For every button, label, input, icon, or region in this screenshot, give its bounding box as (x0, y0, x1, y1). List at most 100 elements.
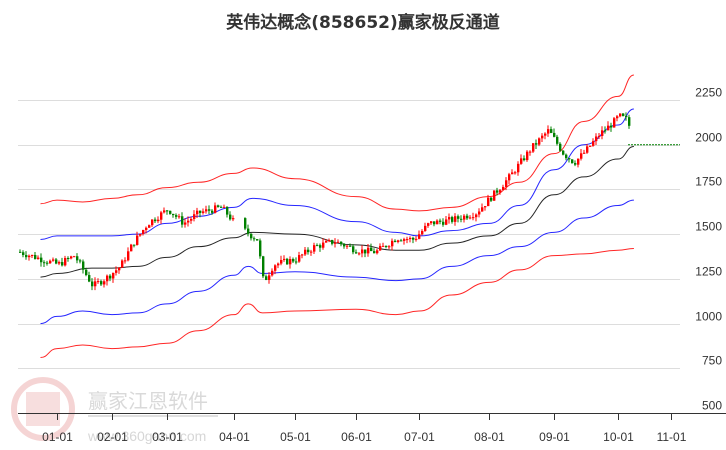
grid-lines (18, 100, 680, 369)
candle-body (598, 135, 601, 137)
candle-body (247, 228, 250, 234)
candle-body (532, 143, 535, 152)
candle-body (94, 281, 97, 287)
candlesticks (19, 112, 631, 291)
candle-body (508, 174, 511, 181)
candle-body (88, 275, 91, 282)
candle-body (73, 256, 76, 258)
candle-body (34, 254, 37, 259)
candle-body (604, 130, 607, 132)
candle-body (136, 235, 139, 245)
candle-body (484, 206, 487, 208)
candle-body (100, 281, 103, 285)
candle-body (364, 249, 367, 254)
chart-title: 英伟达概念(858652)赢家极反通道 (226, 13, 500, 33)
candle-body (286, 258, 289, 265)
candle-body (517, 163, 520, 173)
candle-body (283, 258, 286, 261)
candle-body (58, 262, 61, 264)
candle-body (160, 212, 163, 220)
candle-body (22, 252, 25, 255)
candle-body (67, 258, 70, 260)
candle-body (418, 234, 421, 239)
candle-body (202, 211, 205, 213)
y-tick-label: 500 (702, 399, 722, 413)
candle-body (478, 211, 481, 215)
y-tick-label: 1750 (695, 175, 722, 189)
watermark-url: www.360gann.com (87, 428, 206, 444)
candle-body (292, 259, 295, 262)
candle-body (214, 205, 217, 213)
candle-body (199, 210, 202, 213)
candle-body (259, 240, 262, 257)
candle-body (145, 227, 148, 230)
candle-body (187, 220, 190, 223)
candle-body (55, 259, 58, 264)
candle-body (415, 238, 418, 240)
candle-body (31, 254, 34, 256)
lower-outer-band (40, 247, 634, 359)
candle-body (217, 205, 220, 207)
candle-body (91, 281, 94, 287)
candle-body (253, 238, 256, 240)
candle-body (271, 270, 274, 276)
candle-body (133, 244, 136, 246)
candle-body (313, 245, 316, 252)
candle-body (121, 260, 124, 268)
candle-body (340, 241, 343, 245)
candle-body (529, 151, 532, 153)
candle-body (388, 246, 391, 248)
candle-body (583, 152, 586, 154)
candle-body (151, 219, 154, 226)
candle-body (523, 158, 526, 161)
candle-body (571, 159, 574, 164)
candle-body (211, 210, 214, 213)
candle-body (307, 249, 310, 253)
candle-body (172, 213, 175, 216)
candle-body (460, 218, 463, 220)
candle-body (49, 260, 52, 264)
candle-body (232, 218, 235, 220)
upper-outer-band (40, 74, 635, 212)
candle-body (319, 245, 322, 248)
candle-body (559, 143, 562, 151)
candle-body (541, 135, 544, 139)
candle-body (148, 225, 151, 228)
candle-body (154, 219, 157, 222)
candle-body (595, 136, 598, 142)
y-tick-label: 2000 (695, 131, 722, 145)
candle-body (280, 260, 283, 264)
watermark-seal-icon (11, 377, 75, 441)
candle-body (85, 269, 88, 276)
candle-body (61, 262, 64, 266)
candle-body (124, 260, 127, 262)
candle-body (118, 267, 121, 271)
candle-body (568, 158, 571, 160)
candle-body (577, 158, 580, 165)
candle-body (361, 249, 364, 254)
candle-body (265, 276, 268, 280)
candle-body (310, 251, 313, 253)
candle-body (451, 217, 454, 222)
candle-body (70, 256, 73, 259)
candle-body (391, 240, 394, 247)
candle-body (379, 246, 382, 251)
candle-body (592, 141, 595, 146)
candle-body (79, 260, 82, 262)
y-tick-label: 2250 (695, 86, 722, 100)
candle-body (220, 206, 223, 208)
candle-body (157, 219, 160, 222)
x-tick-label: 10-01 (603, 430, 634, 444)
candle-body (505, 180, 508, 187)
candle-body (382, 245, 385, 247)
y-axis: 500 750 1000 1250 1500 1750 2000 2250 (695, 86, 722, 413)
candle-body (538, 138, 541, 145)
candle-body (562, 150, 565, 155)
candle-body (466, 215, 469, 219)
candle-body (301, 254, 304, 256)
candle-body (370, 247, 373, 252)
candle-body (427, 223, 430, 226)
candle-body (169, 210, 172, 214)
candle-body (514, 172, 517, 174)
